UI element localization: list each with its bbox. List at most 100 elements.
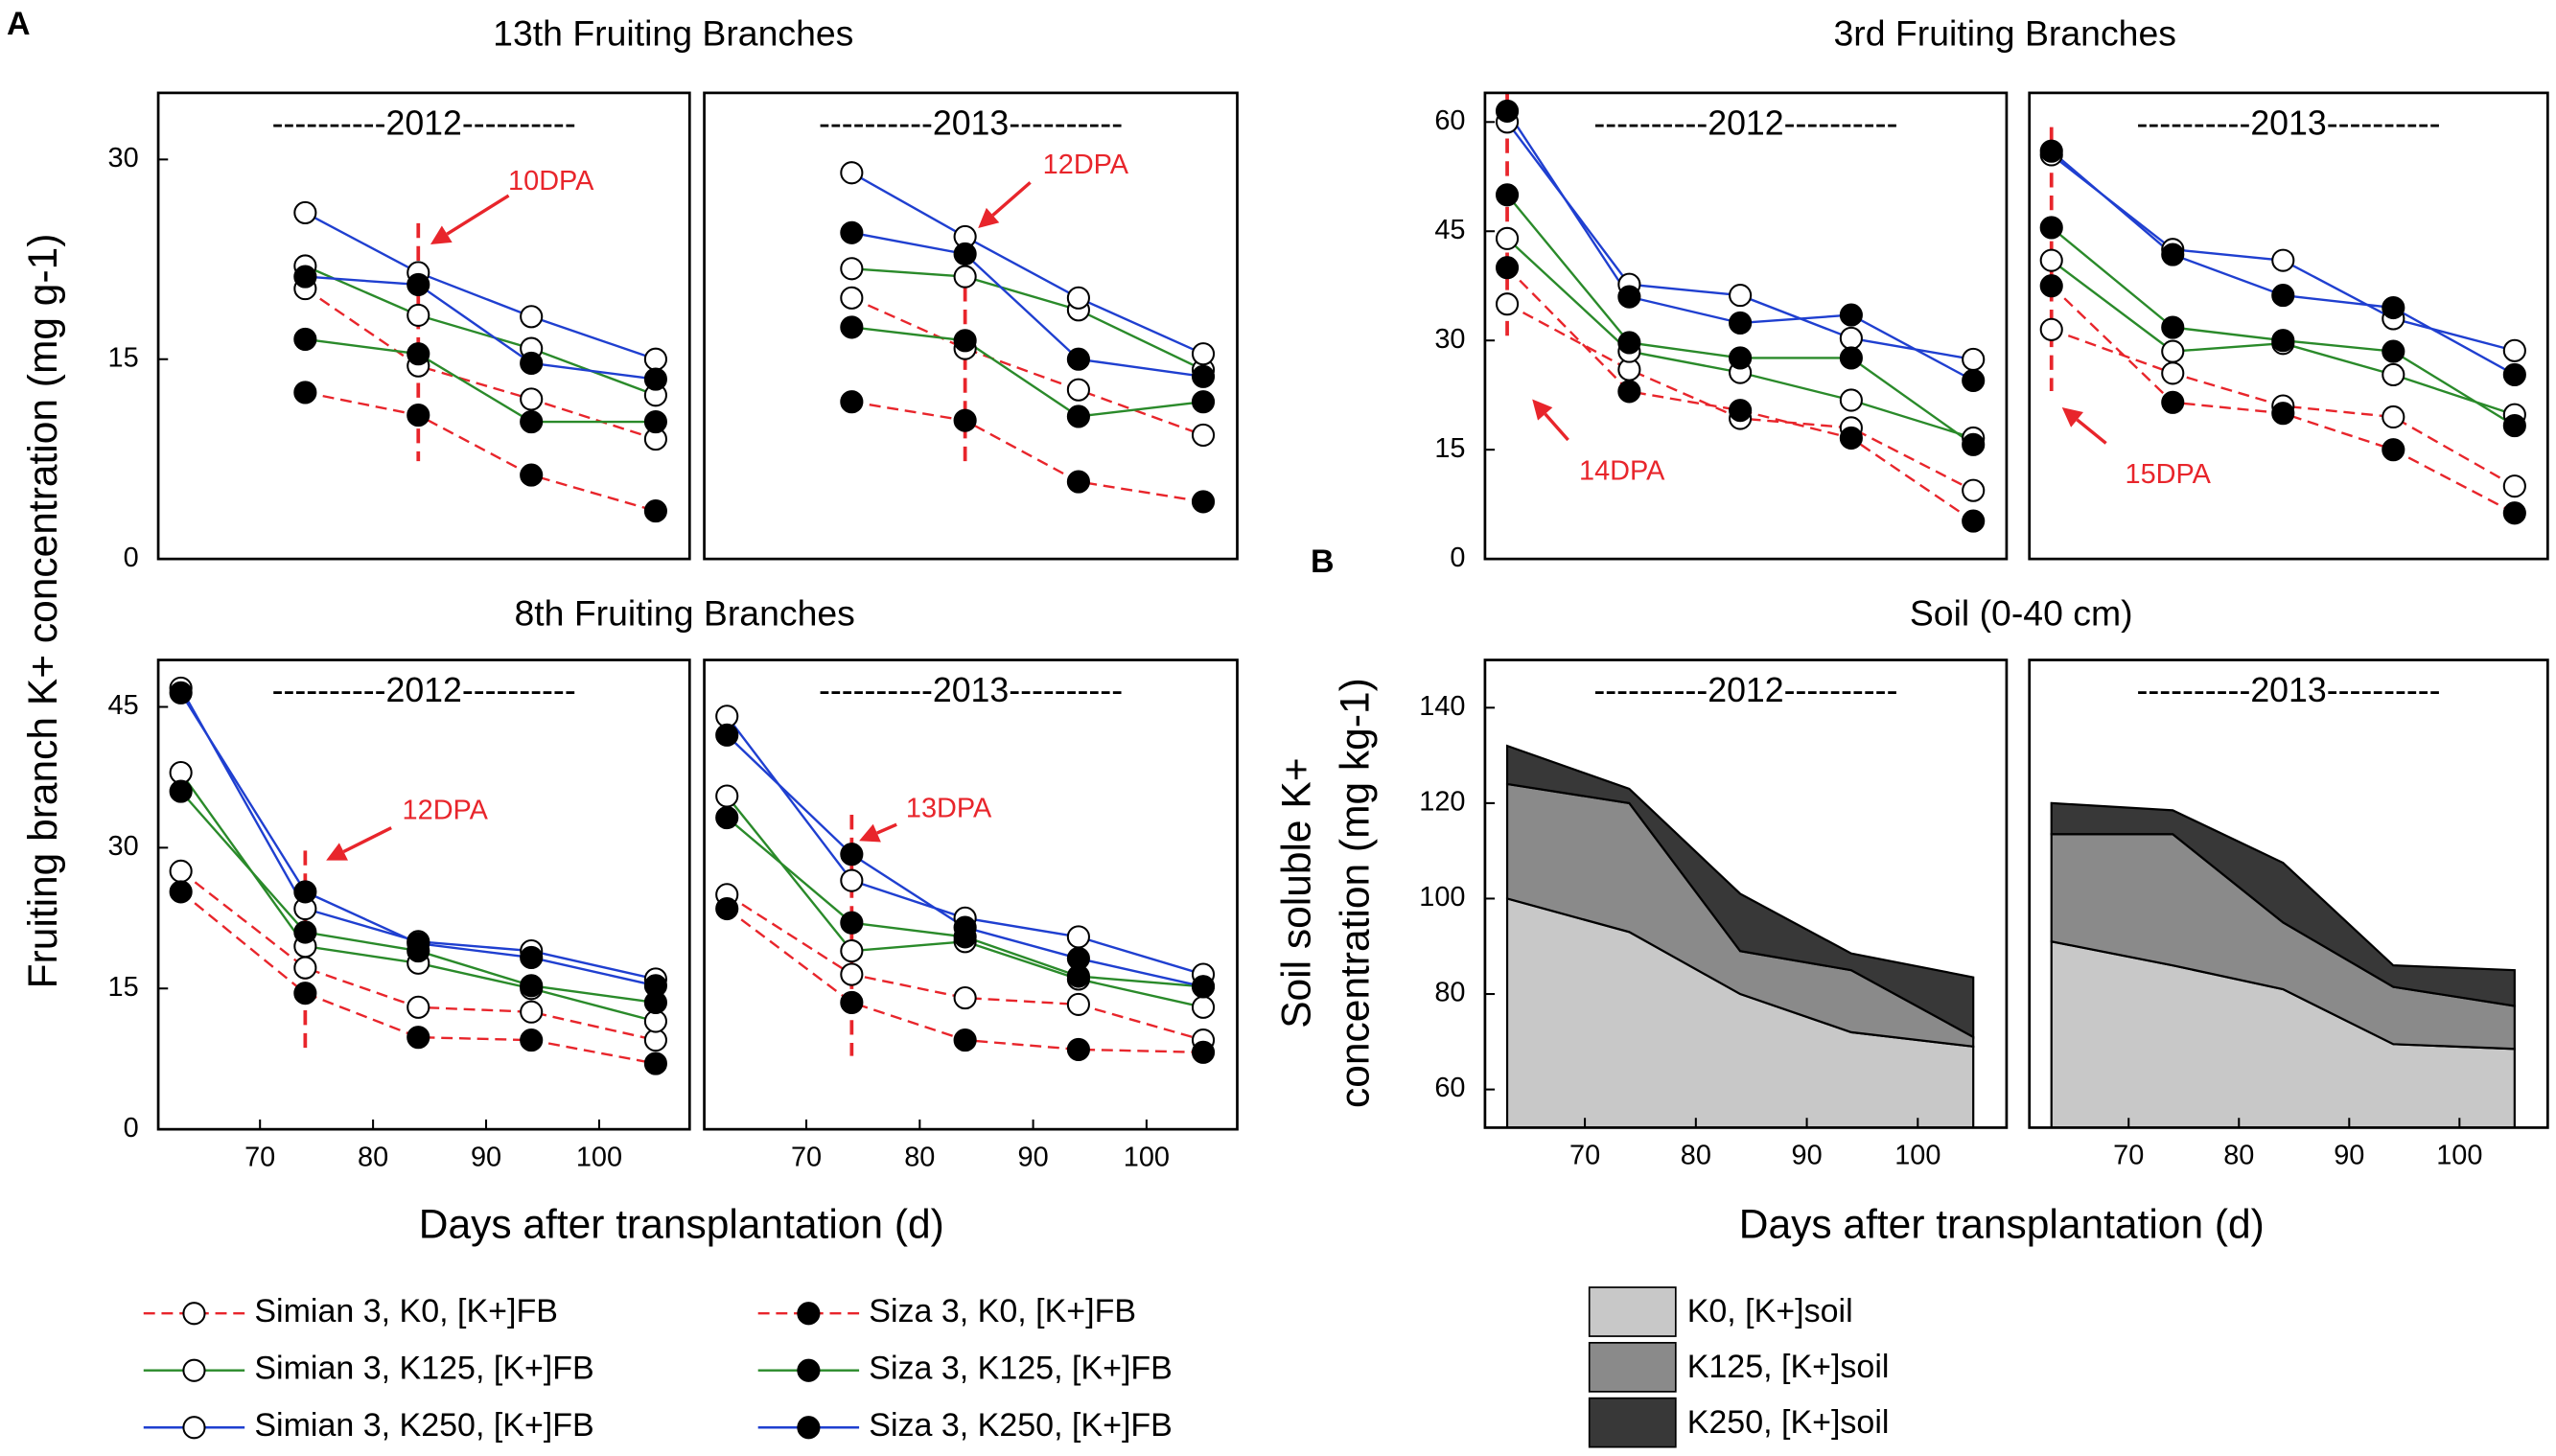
chart-title: ----------2013---------- bbox=[819, 104, 1123, 142]
series-line bbox=[851, 231, 1204, 378]
point bbox=[520, 351, 544, 375]
y-tick-label: 45 bbox=[1434, 215, 1465, 245]
point bbox=[1839, 388, 1863, 412]
series-line bbox=[304, 265, 657, 397]
annotation-arrow bbox=[876, 822, 897, 835]
x-tick-label: 70 bbox=[791, 1142, 822, 1172]
x-axis-label: Days after transplantation (d) bbox=[419, 1202, 944, 1247]
point bbox=[407, 404, 430, 428]
point bbox=[520, 974, 544, 998]
point bbox=[643, 367, 667, 391]
point bbox=[2502, 501, 2526, 525]
point bbox=[407, 303, 430, 327]
point bbox=[2039, 139, 2063, 163]
x-tick-label: 100 bbox=[1124, 1142, 1170, 1172]
annotation-arrow bbox=[991, 181, 1032, 217]
chart-title: ----------2013---------- bbox=[2136, 671, 2440, 709]
point bbox=[407, 272, 430, 297]
legend-marker bbox=[797, 1302, 821, 1326]
point bbox=[293, 956, 317, 980]
point bbox=[1066, 946, 1090, 970]
y-tick-label: 60 bbox=[1434, 1073, 1465, 1103]
point bbox=[520, 1028, 544, 1052]
point bbox=[953, 242, 977, 266]
annotation-arrowhead bbox=[859, 823, 881, 843]
y-axis-label: Soil soluble K+ bbox=[1274, 757, 1319, 1028]
point bbox=[169, 779, 193, 803]
point bbox=[1191, 975, 1216, 999]
point bbox=[840, 843, 864, 867]
annotation-arrowhead bbox=[2061, 407, 2083, 428]
point bbox=[293, 200, 317, 225]
y-tick-label: 60 bbox=[1434, 105, 1465, 136]
annotation-arrow bbox=[2076, 418, 2107, 445]
series-line bbox=[304, 288, 657, 441]
legend-label: Simian 3, K125, [K+]FB bbox=[254, 1351, 593, 1387]
point bbox=[953, 1028, 977, 1052]
legend-marker bbox=[797, 1416, 821, 1440]
point bbox=[1495, 226, 1520, 250]
point bbox=[407, 342, 430, 366]
area bbox=[2050, 801, 2516, 1007]
point bbox=[293, 327, 317, 351]
x-tick-label: 70 bbox=[1569, 1141, 1600, 1171]
annotation-label: 15DPA bbox=[2126, 459, 2212, 490]
point bbox=[953, 985, 977, 1010]
x-tick-label: 100 bbox=[2436, 1141, 2482, 1171]
point bbox=[2039, 248, 2063, 272]
group-title: 13th Fruiting Branches bbox=[493, 12, 853, 53]
y-tick-label: 30 bbox=[1434, 324, 1465, 355]
legend-marker bbox=[797, 1358, 821, 1382]
annotation-arrowhead bbox=[1532, 399, 1553, 421]
point bbox=[2382, 362, 2405, 386]
point bbox=[169, 859, 193, 883]
point bbox=[715, 784, 739, 808]
y-tick-label: 30 bbox=[108, 831, 139, 862]
series-line bbox=[850, 172, 1204, 356]
area bbox=[1505, 744, 1975, 1039]
point bbox=[840, 990, 864, 1015]
point bbox=[1962, 368, 1986, 393]
point bbox=[293, 920, 317, 944]
point bbox=[1191, 423, 1216, 447]
plot-frame bbox=[703, 91, 1239, 561]
point bbox=[1729, 399, 1753, 423]
panel-label: A bbox=[7, 6, 31, 42]
annotation-arrow bbox=[1544, 412, 1569, 442]
point bbox=[1617, 285, 1641, 309]
point bbox=[2161, 339, 2185, 363]
legend-marker bbox=[182, 1416, 206, 1440]
annotation-label: 14DPA bbox=[1579, 456, 1665, 487]
point bbox=[1495, 256, 1520, 280]
legend-label: Simian 3, K250, [K+]FB bbox=[254, 1407, 593, 1444]
y-tick-label: 140 bbox=[1419, 691, 1465, 722]
point bbox=[1495, 99, 1520, 123]
series-line bbox=[1506, 266, 1974, 522]
y-tick-label: 0 bbox=[124, 1113, 139, 1144]
y-tick-label: 15 bbox=[1434, 433, 1465, 464]
point bbox=[840, 315, 864, 339]
point bbox=[953, 329, 977, 353]
y-tick-label: 15 bbox=[108, 972, 139, 1003]
point bbox=[643, 409, 667, 434]
point bbox=[2039, 216, 2063, 240]
point bbox=[840, 390, 864, 414]
group-title: Soil (0-40 cm) bbox=[1910, 592, 2133, 633]
point bbox=[2271, 284, 2295, 308]
point bbox=[1962, 478, 1986, 502]
point bbox=[2271, 329, 2295, 353]
legend-swatch bbox=[1588, 1397, 1677, 1448]
point bbox=[2161, 315, 2185, 339]
point bbox=[1495, 183, 1520, 207]
point bbox=[1191, 390, 1216, 414]
point bbox=[407, 932, 430, 956]
point bbox=[2161, 390, 2185, 414]
point bbox=[840, 962, 864, 986]
chart-title: ----------2013---------- bbox=[819, 671, 1123, 709]
point bbox=[643, 1052, 667, 1075]
y-tick-label: 0 bbox=[124, 543, 139, 573]
point bbox=[293, 982, 317, 1005]
point bbox=[840, 257, 864, 281]
point bbox=[2039, 274, 2063, 298]
